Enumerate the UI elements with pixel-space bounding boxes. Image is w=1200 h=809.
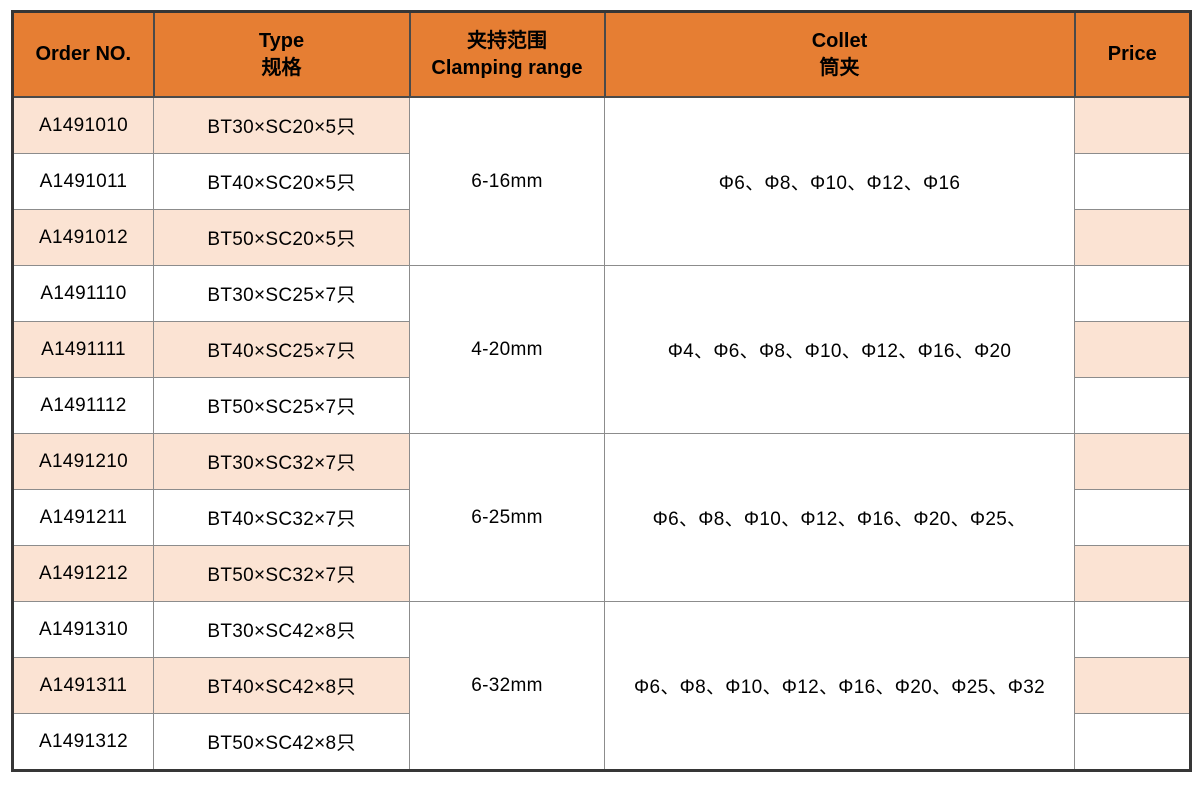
col-header-type-line1: Type bbox=[258, 29, 305, 52]
table-row: A1491312 BT50×SC42×8只 bbox=[12, 713, 1191, 771]
price-cell bbox=[1074, 433, 1191, 490]
order-no-cell: A1491312 bbox=[12, 713, 154, 771]
col-header-clamping-line1: 夹持范围 bbox=[467, 29, 547, 52]
price-cell bbox=[1074, 321, 1191, 378]
col-header-type: Type 规格 bbox=[152, 10, 411, 98]
col-header-order-no: Order NO. bbox=[11, 10, 155, 98]
order-no-cell: A1491212 bbox=[12, 545, 154, 602]
order-no-cell: A1491111 bbox=[12, 321, 154, 378]
clamping-range-cell: 6-16mm bbox=[409, 96, 605, 266]
table-row: A1491110 BT30×SC25×7只 4-20mm Φ4、Φ6、Φ8、Φ10、Φ… bbox=[12, 265, 1191, 434]
price-cell bbox=[1074, 96, 1191, 154]
order-no-cell: A1491110 bbox=[12, 265, 154, 322]
header-row: Order NO. Type 规格 夹持范围 Clamping range Co… bbox=[11, 10, 1192, 98]
table-row: A1491111 BT40×SC25×7只 bbox=[12, 321, 1191, 378]
table-row: A1491012 BT50×SC20×5只 bbox=[12, 209, 1191, 266]
table-row: A1491112 BT50×SC25×7只 bbox=[12, 377, 1191, 434]
table-row: A1491310 BT30×SC42×8只 6-32mm Φ6、Φ8、Φ10、Φ12、… bbox=[12, 601, 1191, 771]
price-cell bbox=[1074, 601, 1191, 658]
col-header-collet-line2: 筒夹 bbox=[819, 56, 860, 79]
price-cell bbox=[1074, 265, 1191, 322]
order-no-cell: A1491012 bbox=[12, 209, 154, 266]
product-table: Order NO. Type 规格 夹持范围 Clamping range Co… bbox=[11, 10, 1192, 772]
type-cell: BT50×SC32×7只 bbox=[153, 545, 410, 602]
table-row: A1491210 BT30×SC32×7只 6-25mm Φ6、Φ8、Φ10、Φ12、… bbox=[12, 433, 1191, 602]
collet-cell: Φ6、Φ8、Φ10、Φ12、Φ16 bbox=[604, 96, 1075, 266]
clamping-range-cell: 6-32mm bbox=[409, 601, 605, 771]
order-no-cell: A1491011 bbox=[12, 153, 154, 210]
col-header-type-line2: 规格 bbox=[261, 56, 302, 79]
order-no-cell: A1491310 bbox=[12, 601, 154, 658]
price-cell bbox=[1074, 377, 1191, 434]
table-body: A1491010 BT30×SC20×5只 6-16mm Φ6、Φ8、Φ10、Φ12、… bbox=[12, 96, 1191, 771]
price-cell bbox=[1074, 545, 1191, 602]
table-header: Order NO. Type 规格 夹持范围 Clamping range Co… bbox=[11, 10, 1192, 98]
collet-cell: Φ6、Φ8、Φ10、Φ12、Φ16、Φ20、Φ25、Φ32 bbox=[604, 601, 1075, 771]
price-cell bbox=[1074, 657, 1191, 714]
catalog-table-container: Order NO. Type 规格 夹持范围 Clamping range Co… bbox=[11, 10, 1192, 772]
type-cell: BT50×SC42×8只 bbox=[153, 713, 410, 771]
type-cell: BT30×SC25×7只 bbox=[153, 265, 410, 322]
table-row: A1491011 BT40×SC20×5只 bbox=[12, 153, 1191, 210]
price-cell bbox=[1074, 153, 1191, 210]
order-no-cell: A1491112 bbox=[12, 377, 154, 434]
clamping-range-cell: 6-25mm bbox=[409, 433, 605, 602]
price-cell bbox=[1074, 209, 1191, 266]
type-cell: BT50×SC20×5只 bbox=[153, 209, 410, 266]
price-cell bbox=[1074, 489, 1191, 546]
col-header-order-no-label: Order NO. bbox=[35, 43, 132, 65]
type-cell: BT40×SC32×7只 bbox=[153, 489, 410, 546]
type-cell: BT30×SC42×8只 bbox=[153, 601, 410, 658]
collet-cell: Φ6、Φ8、Φ10、Φ12、Φ16、Φ20、Φ25、 bbox=[604, 433, 1075, 602]
col-header-price: Price bbox=[1073, 10, 1192, 98]
col-header-clamping-range: 夹持范围 Clamping range bbox=[408, 10, 606, 98]
col-header-collet-line1: Collet bbox=[811, 29, 868, 52]
type-cell: BT40×SC42×8只 bbox=[153, 657, 410, 714]
type-cell: BT30×SC20×5只 bbox=[153, 96, 410, 154]
table-row: A1491311 BT40×SC42×8只 bbox=[12, 657, 1191, 714]
type-cell: BT50×SC25×7只 bbox=[153, 377, 410, 434]
type-cell: BT30×SC32×7只 bbox=[153, 433, 410, 490]
order-no-cell: A1491311 bbox=[12, 657, 154, 714]
collet-cell: Φ4、Φ6、Φ8、Φ10、Φ12、Φ16、Φ20 bbox=[604, 265, 1075, 434]
type-cell: BT40×SC20×5只 bbox=[153, 153, 410, 210]
col-header-collet: Collet 筒夹 bbox=[603, 10, 1076, 98]
clamping-range-cell: 4-20mm bbox=[409, 265, 605, 434]
price-cell bbox=[1074, 713, 1191, 771]
order-no-cell: A1491010 bbox=[12, 96, 154, 154]
table-row: A1491010 BT30×SC20×5只 6-16mm Φ6、Φ8、Φ10、Φ12、… bbox=[12, 96, 1191, 266]
order-no-cell: A1491210 bbox=[12, 433, 154, 490]
type-cell: BT40×SC25×7只 bbox=[153, 321, 410, 378]
order-no-cell: A1491211 bbox=[12, 489, 154, 546]
col-header-price-label: Price bbox=[1107, 43, 1157, 65]
col-header-clamping-line2: Clamping range bbox=[431, 56, 583, 79]
